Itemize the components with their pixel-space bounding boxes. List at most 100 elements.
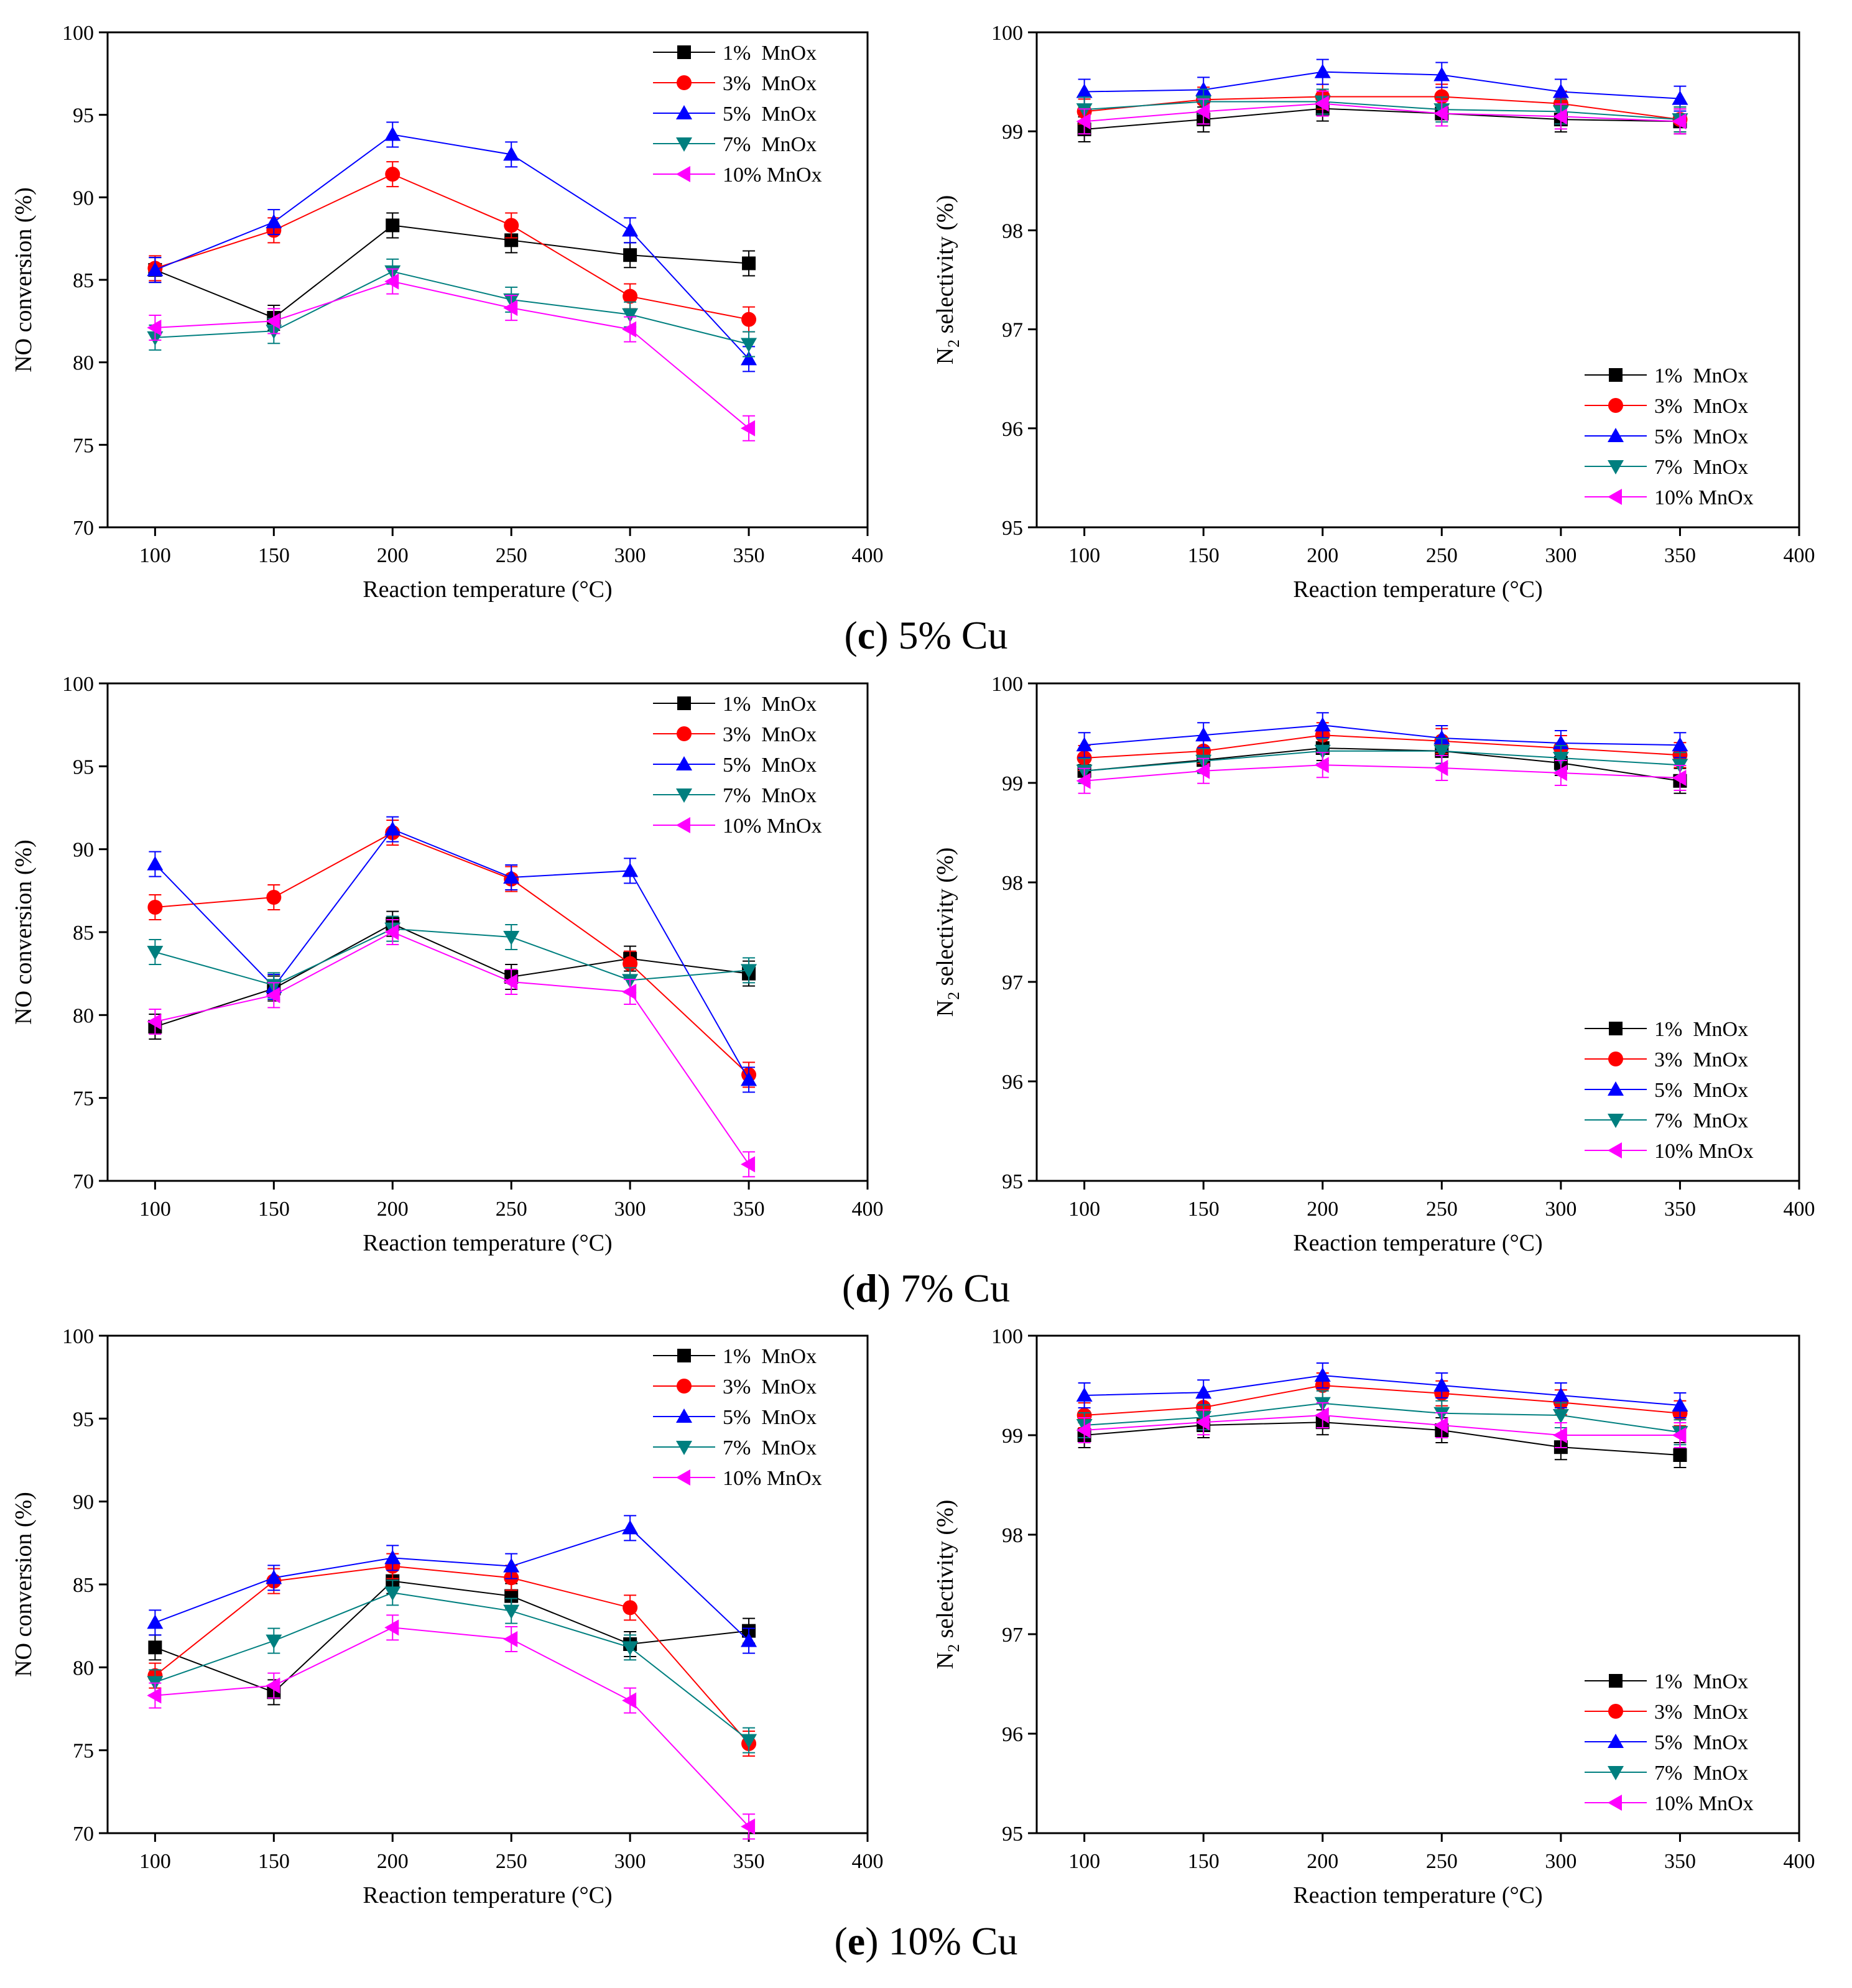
x-tick-label: 350 <box>1664 1198 1696 1221</box>
y-tick-label: 95 <box>1002 1823 1023 1846</box>
x-tick-label: 350 <box>733 1198 765 1221</box>
y-tick-label: 95 <box>1002 1170 1023 1193</box>
y-tick-label: 100 <box>62 1325 94 1348</box>
data-point <box>741 964 757 979</box>
data-point <box>741 1734 757 1749</box>
caption-e: (e) 10% Cu <box>834 1919 1018 1963</box>
data-point <box>1314 1407 1329 1423</box>
data-point <box>266 890 282 905</box>
data-point <box>266 313 280 330</box>
caption-label: d <box>855 1266 877 1310</box>
data-point <box>1314 757 1329 774</box>
x-axis-title: Reaction temperature (°C) <box>1293 1230 1542 1256</box>
y-tick-label: 75 <box>73 1088 94 1111</box>
data-point <box>503 869 520 884</box>
data-point <box>1195 727 1212 742</box>
y-tick-label: 96 <box>1002 418 1023 441</box>
data-point <box>1672 113 1687 130</box>
data-point <box>384 1586 401 1601</box>
data-point <box>622 222 639 237</box>
y-tick-label: 80 <box>73 1004 94 1027</box>
series-line <box>155 134 749 360</box>
series-7-mnox <box>147 1579 757 1754</box>
series-7-mnox <box>147 258 757 358</box>
data-point <box>622 984 637 1000</box>
legend-label: 1% MnOx <box>723 693 817 716</box>
legend-marker <box>1608 428 1624 442</box>
y-tick-label: 100 <box>991 673 1023 696</box>
legend-marker <box>1608 1142 1622 1158</box>
series-7-mnox <box>1076 737 1688 784</box>
y-tick-label: 97 <box>1002 319 1023 342</box>
data-point <box>741 1632 757 1647</box>
x-tick-label: 350 <box>1664 1850 1696 1873</box>
legend-marker <box>1608 398 1623 413</box>
series-5-mnox <box>1076 1362 1688 1418</box>
series-line <box>155 1527 749 1642</box>
data-point <box>266 987 280 1004</box>
y-tick-label: 70 <box>73 1823 94 1846</box>
legend-label: 5% MnOx <box>1654 1731 1748 1754</box>
data-point <box>503 1604 520 1619</box>
legend-marker <box>676 1469 690 1486</box>
data-point <box>1076 83 1093 98</box>
series-1-mnox <box>148 1568 756 1706</box>
legend-label: 7% MnOx <box>1654 1109 1748 1132</box>
y-tick-label: 98 <box>1002 1524 1023 1547</box>
legend-label: 7% MnOx <box>723 133 817 156</box>
y-tick-label: 99 <box>1002 772 1023 795</box>
series-5-mnox <box>147 816 757 1093</box>
x-axis-title: Reaction temperature (°C) <box>363 576 612 603</box>
data-point <box>741 338 757 353</box>
x-tick-label: 200 <box>377 1198 409 1221</box>
series-line <box>155 270 749 345</box>
data-point <box>741 312 757 327</box>
data-point <box>1195 1414 1210 1431</box>
data-point <box>147 1614 164 1629</box>
x-tick-label: 100 <box>1068 1198 1100 1221</box>
legend-label: 1% MnOx <box>1654 1670 1748 1693</box>
legend-marker <box>1608 1052 1623 1066</box>
chart-panel-c-n2-selectivity: 100 150 200 250 300 350 400 95 96 97 98 99 100 Reacti… <box>932 22 1815 603</box>
y-axis-title: N2 selectivity (%) <box>932 195 963 365</box>
y-tick-label: 96 <box>1002 1071 1023 1094</box>
data-point <box>1552 1387 1569 1402</box>
y-tick-label: 85 <box>73 269 94 292</box>
y-axis-title-rest: selectivity (%) <box>932 195 958 340</box>
series-1-mnox <box>148 212 756 331</box>
series-line <box>155 280 749 429</box>
y-axis-title-n: N <box>932 348 958 364</box>
y-tick-label: 100 <box>991 1325 1023 1348</box>
data-point <box>266 1677 280 1694</box>
data-point <box>1552 108 1567 125</box>
legend-label: 5% MnOx <box>1654 1079 1748 1102</box>
x-tick-label: 150 <box>1188 1850 1220 1873</box>
y-tick-label: 90 <box>73 187 94 210</box>
x-tick-label: 300 <box>614 544 646 567</box>
series-line <box>155 1580 749 1693</box>
series-10-mnox <box>147 268 756 442</box>
x-tick-label: 400 <box>1784 1850 1815 1873</box>
chart-panel-e-n2-selectivity: 100 150 200 250 300 350 400 95 96 97 98 99 100 Reacti… <box>932 1325 1815 1908</box>
x-tick-label: 400 <box>852 1850 884 1873</box>
data-point <box>622 1520 639 1535</box>
y-axis-title-sub: 2 <box>945 992 963 1000</box>
y-tick-label: 97 <box>1002 1624 1023 1647</box>
data-point <box>1433 67 1450 81</box>
y-axis-title: NO conversion (%) <box>11 1492 37 1677</box>
series-line <box>155 831 749 1076</box>
data-point <box>623 1600 638 1616</box>
data-point <box>1433 105 1448 122</box>
caption-d: (d) 7% Cu <box>841 1266 1011 1310</box>
y-axis-title: N2 selectivity (%) <box>932 848 963 1017</box>
legend-label: 10% MnOx <box>723 164 822 187</box>
legend: 1% MnOx 3% MnOx 5% MnOx 7% MnOx 10% MnOx <box>1585 1018 1754 1163</box>
legend-label: 1% MnOx <box>723 42 817 65</box>
data-point <box>1195 103 1210 120</box>
legend-label: 1% MnOx <box>1654 364 1748 387</box>
y-tick-label: 95 <box>73 756 94 779</box>
x-tick-label: 200 <box>1307 1198 1338 1221</box>
legend-marker <box>1608 1795 1622 1811</box>
legend-marker <box>1608 1081 1624 1096</box>
legend-marker <box>677 75 692 90</box>
